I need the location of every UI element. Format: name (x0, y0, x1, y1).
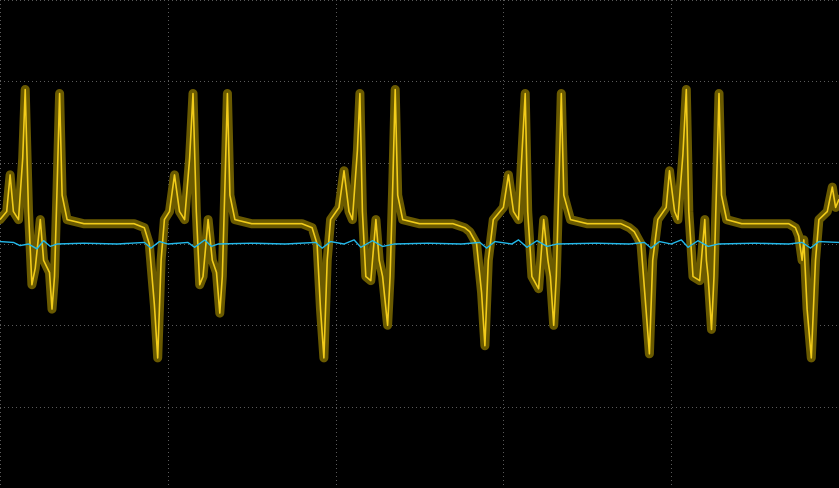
waveform-traces (0, 88, 839, 359)
channel-1-trace (0, 88, 839, 359)
channel-2-trace (0, 239, 839, 250)
